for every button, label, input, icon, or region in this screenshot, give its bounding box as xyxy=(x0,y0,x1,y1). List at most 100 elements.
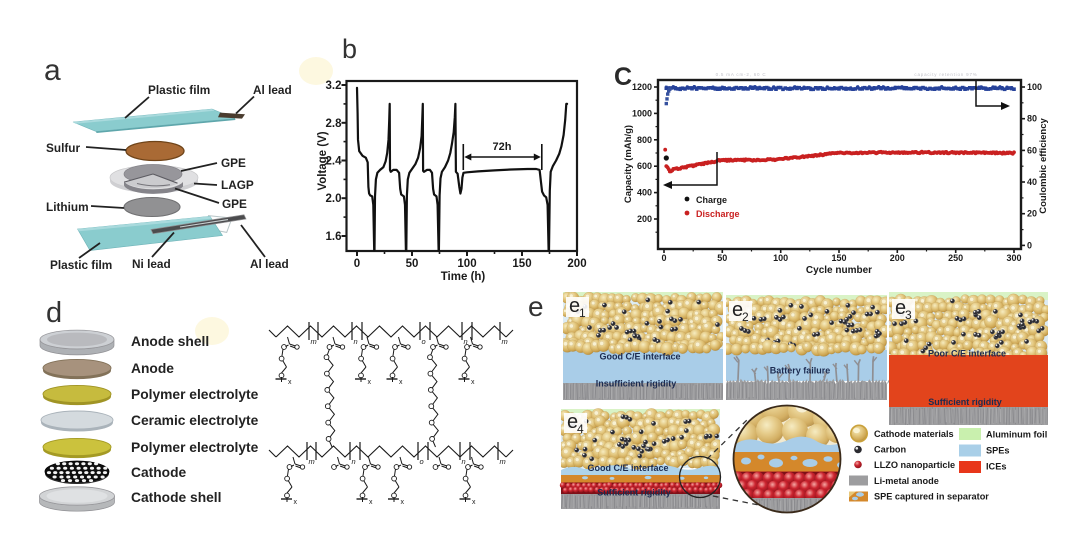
svg-text:GPE: GPE xyxy=(222,197,247,211)
svg-text:e: e xyxy=(567,411,578,433)
svg-text:20: 20 xyxy=(1027,209,1037,219)
svg-text:4: 4 xyxy=(577,422,584,436)
svg-text:e: e xyxy=(569,295,580,317)
svg-text:Poor C/E interface: Poor C/E interface xyxy=(928,349,1006,359)
svg-text:n: n xyxy=(354,337,358,346)
svg-text:0: 0 xyxy=(661,253,666,263)
svg-text:50: 50 xyxy=(406,258,419,270)
svg-text:Sulfur: Sulfur xyxy=(46,141,80,155)
svg-text:m: m xyxy=(309,457,315,466)
svg-text:2.8: 2.8 xyxy=(326,118,343,130)
svg-text:Polymer electrolyte: Polymer electrolyte xyxy=(131,440,259,455)
svg-text:200: 200 xyxy=(890,253,905,263)
svg-text:e: e xyxy=(528,291,544,322)
svg-text:150: 150 xyxy=(831,253,846,263)
svg-text:m: m xyxy=(500,457,506,466)
svg-text:0: 0 xyxy=(354,258,360,270)
svg-text:Ni lead: Ni lead xyxy=(132,257,171,271)
svg-text:Battery failure: Battery failure xyxy=(770,366,831,376)
svg-text:Charge: Charge xyxy=(696,195,727,205)
svg-text:1200: 1200 xyxy=(632,82,652,92)
svg-text:o: o xyxy=(422,337,426,346)
svg-text:Ceramic electrolyte: Ceramic electrolyte xyxy=(131,413,259,428)
svg-text:50: 50 xyxy=(717,253,727,263)
svg-text:100: 100 xyxy=(773,253,788,263)
svg-text:Time (h): Time (h) xyxy=(441,271,486,283)
svg-text:2.4: 2.4 xyxy=(326,156,343,168)
svg-text:Al lead: Al lead xyxy=(250,257,289,271)
svg-text:x: x xyxy=(288,379,292,386)
svg-text:400: 400 xyxy=(637,188,652,198)
svg-text:x: x xyxy=(368,379,372,386)
svg-text:Insufficient rigidity: Insufficient rigidity xyxy=(596,379,677,389)
svg-text:250: 250 xyxy=(948,253,963,263)
svg-text:800: 800 xyxy=(637,135,652,145)
svg-text:72h: 72h xyxy=(493,141,512,153)
svg-text:Cathode: Cathode xyxy=(131,465,187,480)
svg-text:3: 3 xyxy=(905,308,912,322)
svg-text:n: n xyxy=(352,457,356,466)
svg-text:Anode: Anode xyxy=(131,361,174,376)
svg-text:2: 2 xyxy=(742,310,749,324)
svg-text:o: o xyxy=(420,457,424,466)
svg-text:e: e xyxy=(895,297,906,319)
svg-text:Cycle number: Cycle number xyxy=(806,265,872,276)
svg-text:600: 600 xyxy=(637,161,652,171)
svg-text:80: 80 xyxy=(1027,114,1037,124)
svg-text:200: 200 xyxy=(637,214,652,224)
svg-text:a: a xyxy=(44,54,61,87)
svg-text:Voltage (V): Voltage (V) xyxy=(317,131,329,190)
svg-text:Plastic film: Plastic film xyxy=(50,258,112,272)
svg-text:SPE captured in separator: SPE captured in separator xyxy=(874,492,989,502)
svg-text:LAGP: LAGP xyxy=(221,178,254,192)
svg-text:LLZO nanoparticle: LLZO nanoparticle xyxy=(874,460,955,470)
svg-text:Lithium: Lithium xyxy=(46,200,89,214)
svg-text:x: x xyxy=(399,379,403,386)
svg-text:150: 150 xyxy=(512,258,531,270)
svg-text:Capacity (mAh/g): Capacity (mAh/g) xyxy=(623,125,634,203)
svg-text:60: 60 xyxy=(1027,145,1037,155)
svg-text:Sufficient rigidity: Sufficient rigidity xyxy=(928,397,1002,407)
svg-text:1.6: 1.6 xyxy=(326,231,342,243)
svg-text:x: x xyxy=(401,499,405,506)
svg-text:GPE: GPE xyxy=(221,156,246,170)
svg-text:m: m xyxy=(502,337,508,346)
svg-text:C: C xyxy=(614,63,632,91)
svg-text:Sufficient rigidity: Sufficient rigidity xyxy=(597,488,671,498)
svg-text:100: 100 xyxy=(457,258,476,270)
svg-text:Good C/E interface: Good C/E interface xyxy=(599,352,680,362)
svg-text:Plastic film: Plastic film xyxy=(148,83,210,97)
svg-text:capacity retention 97%: capacity retention 97% xyxy=(914,72,977,77)
svg-text:n: n xyxy=(464,337,468,346)
svg-text:Discharge: Discharge xyxy=(696,209,740,219)
svg-text:1: 1 xyxy=(579,306,586,320)
svg-text:300: 300 xyxy=(1006,253,1021,263)
svg-text:200: 200 xyxy=(567,258,586,270)
svg-text:Anode shell: Anode shell xyxy=(131,334,209,349)
svg-text:0: 0 xyxy=(1027,240,1032,250)
svg-text:Li-metal anode: Li-metal anode xyxy=(874,476,939,486)
svg-text:Cathode materials: Cathode materials xyxy=(874,429,954,439)
svg-text:40: 40 xyxy=(1027,177,1037,187)
svg-text:0.5 mA cm-2, 60 C: 0.5 mA cm-2, 60 C xyxy=(716,72,767,77)
svg-text:Al lead: Al lead xyxy=(253,83,292,97)
svg-text:x: x xyxy=(369,499,373,506)
svg-text:Cathode shell: Cathode shell xyxy=(131,490,221,505)
svg-text:ICEs: ICEs xyxy=(986,462,1006,472)
svg-text:b: b xyxy=(342,34,357,64)
svg-text:SPEs: SPEs xyxy=(986,446,1010,456)
svg-text:n: n xyxy=(462,457,466,466)
svg-text:x: x xyxy=(294,499,298,506)
svg-text:2.0: 2.0 xyxy=(326,193,342,205)
svg-text:x: x xyxy=(472,499,476,506)
svg-text:1000: 1000 xyxy=(632,108,652,118)
svg-text:d: d xyxy=(46,297,62,329)
svg-text:3.2: 3.2 xyxy=(326,80,342,92)
svg-text:100: 100 xyxy=(1027,82,1042,92)
svg-text:Aluminum foil: Aluminum foil xyxy=(986,430,1047,440)
svg-text:x: x xyxy=(471,379,475,386)
svg-text:Carbon: Carbon xyxy=(874,445,907,455)
svg-text:m: m xyxy=(311,337,317,346)
svg-text:Polymer electrolyte: Polymer electrolyte xyxy=(131,387,259,402)
svg-text:e: e xyxy=(732,299,743,321)
